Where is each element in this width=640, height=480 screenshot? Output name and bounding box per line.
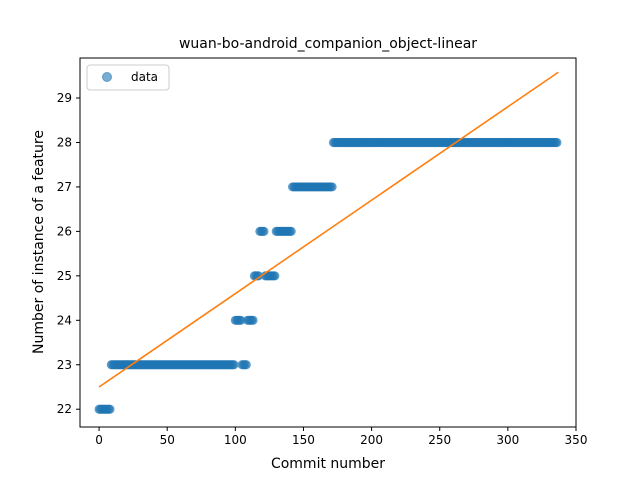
legend-label: data <box>131 70 158 84</box>
data-point <box>270 271 280 281</box>
data-point <box>259 226 269 236</box>
data-point <box>248 315 258 325</box>
y-tick-label: 23 <box>57 358 72 372</box>
y-tick-label: 26 <box>57 224 72 238</box>
data-point <box>241 360 251 370</box>
fit-line <box>98 71 559 388</box>
y-tick-label: 29 <box>57 91 72 105</box>
plot-frame <box>79 57 577 428</box>
y-tick-label: 27 <box>57 180 72 194</box>
fit-line-layer <box>98 71 559 388</box>
y-tick-label: 22 <box>57 402 72 416</box>
y-tick-label: 25 <box>57 269 72 283</box>
data-point <box>327 182 337 192</box>
x-tick-label: 50 <box>160 433 175 447</box>
x-tick-label: 350 <box>565 433 588 447</box>
legend: data <box>86 64 170 91</box>
legend-box <box>86 64 170 91</box>
chart-title: wuan-bo-android_companion_object-linear <box>179 36 477 52</box>
legend-marker <box>102 72 112 82</box>
x-axis: 0 50 100 150 200 250 300 350 <box>95 427 587 447</box>
y-tick-label: 28 <box>57 135 72 149</box>
data-point <box>105 404 115 414</box>
y-axis-label: Number of instance of a feature <box>31 130 47 354</box>
data-point <box>229 360 239 370</box>
x-tick-label: 250 <box>428 433 451 447</box>
y-tick-label: 24 <box>57 313 72 327</box>
x-tick-label: 100 <box>224 433 247 447</box>
y-axis: 22 23 24 25 26 27 28 29 <box>57 91 80 416</box>
points-layer <box>94 137 562 414</box>
x-tick-label: 200 <box>360 433 383 447</box>
data-point <box>286 226 296 236</box>
data-point <box>552 137 562 148</box>
x-tick-label: 0 <box>95 433 103 447</box>
x-tick-label: 300 <box>496 433 519 447</box>
x-tick-label: 150 <box>292 433 315 447</box>
x-axis-label: Commit number <box>271 456 385 472</box>
